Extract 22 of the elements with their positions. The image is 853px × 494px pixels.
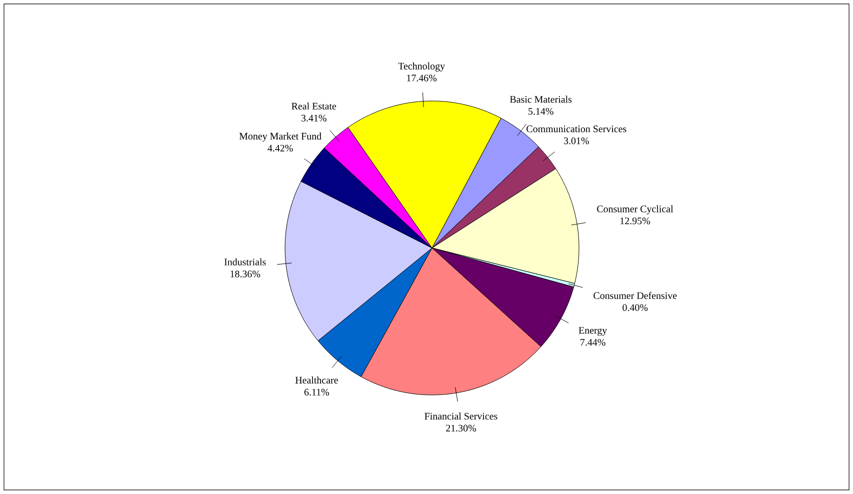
slice-label: Energy [578,327,608,336]
data-label: 7.44% [580,338,606,346]
data-label: 3.41% [301,114,326,122]
slice-label: Financial Services [424,412,498,420]
slice-label: Technology [398,62,445,72]
data-label: 12.95% [620,218,650,224]
data-label: 17.46% [407,74,437,82]
slice-label: Industrials [224,258,266,266]
data-label: 5.14% [528,108,554,115]
slice-label: Communication Services [526,126,626,132]
data-label: 0.40% [622,304,648,312]
data-label: 21.30% [446,424,476,432]
data-label: 18.36% [230,270,260,278]
data-label: 3.01% [564,138,589,144]
slice-label: Real Estate [292,102,336,110]
slice-label: Consumer Cyclical [597,205,674,214]
data-label: 4.42% [268,144,293,152]
slice-label: Money Market Fund [239,132,322,142]
slice-label: Consumer Defensive [594,292,677,300]
slice-label: Basic Materials [510,96,572,103]
slice-label: Healthcare [295,376,338,384]
data-label: 6.11% [304,388,330,396]
